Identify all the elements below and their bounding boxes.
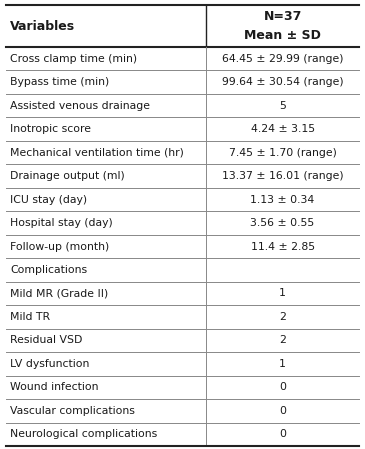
Text: 5: 5 bbox=[279, 101, 286, 110]
Text: 2: 2 bbox=[279, 335, 286, 345]
Text: 0: 0 bbox=[279, 383, 286, 392]
Text: Bypass time (min): Bypass time (min) bbox=[10, 77, 109, 87]
Text: Follow-up (month): Follow-up (month) bbox=[10, 242, 109, 251]
Text: Cross clamp time (min): Cross clamp time (min) bbox=[10, 54, 137, 64]
Text: 4.24 ± 3.15: 4.24 ± 3.15 bbox=[250, 124, 315, 134]
Text: Variables: Variables bbox=[10, 19, 75, 32]
Text: LV dysfunction: LV dysfunction bbox=[10, 359, 89, 369]
Text: Mean ± SD: Mean ± SD bbox=[244, 29, 321, 42]
Text: 3.56 ± 0.55: 3.56 ± 0.55 bbox=[250, 218, 315, 228]
Text: Drainage output (ml): Drainage output (ml) bbox=[10, 171, 125, 181]
Text: 99.64 ± 30.54 (range): 99.64 ± 30.54 (range) bbox=[222, 77, 343, 87]
Text: 64.45 ± 29.99 (range): 64.45 ± 29.99 (range) bbox=[222, 54, 343, 64]
Text: Wound infection: Wound infection bbox=[10, 383, 99, 392]
Text: Vascular complications: Vascular complications bbox=[10, 406, 135, 416]
Text: 11.4 ± 2.85: 11.4 ± 2.85 bbox=[250, 242, 315, 251]
Text: Mechanical ventilation time (hr): Mechanical ventilation time (hr) bbox=[10, 148, 184, 158]
Text: 1.13 ± 0.34: 1.13 ± 0.34 bbox=[250, 194, 315, 205]
Text: Mild MR (Grade II): Mild MR (Grade II) bbox=[10, 288, 108, 299]
Text: 1: 1 bbox=[279, 288, 286, 299]
Text: 7.45 ± 1.70 (range): 7.45 ± 1.70 (range) bbox=[229, 148, 337, 158]
Text: 13.37 ± 16.01 (range): 13.37 ± 16.01 (range) bbox=[222, 171, 343, 181]
Text: Residual VSD: Residual VSD bbox=[10, 335, 82, 345]
Text: 0: 0 bbox=[279, 406, 286, 416]
Text: N=37: N=37 bbox=[264, 10, 302, 23]
Text: 0: 0 bbox=[279, 429, 286, 439]
Text: Assisted venous drainage: Assisted venous drainage bbox=[10, 101, 150, 110]
Text: Complications: Complications bbox=[10, 265, 87, 275]
Text: 2: 2 bbox=[279, 312, 286, 322]
Text: Inotropic score: Inotropic score bbox=[10, 124, 91, 134]
Text: Neurological complications: Neurological complications bbox=[10, 429, 157, 439]
Text: Hospital stay (day): Hospital stay (day) bbox=[10, 218, 113, 228]
Text: Mild TR: Mild TR bbox=[10, 312, 50, 322]
Text: 1: 1 bbox=[279, 359, 286, 369]
Text: ICU stay (day): ICU stay (day) bbox=[10, 194, 87, 205]
